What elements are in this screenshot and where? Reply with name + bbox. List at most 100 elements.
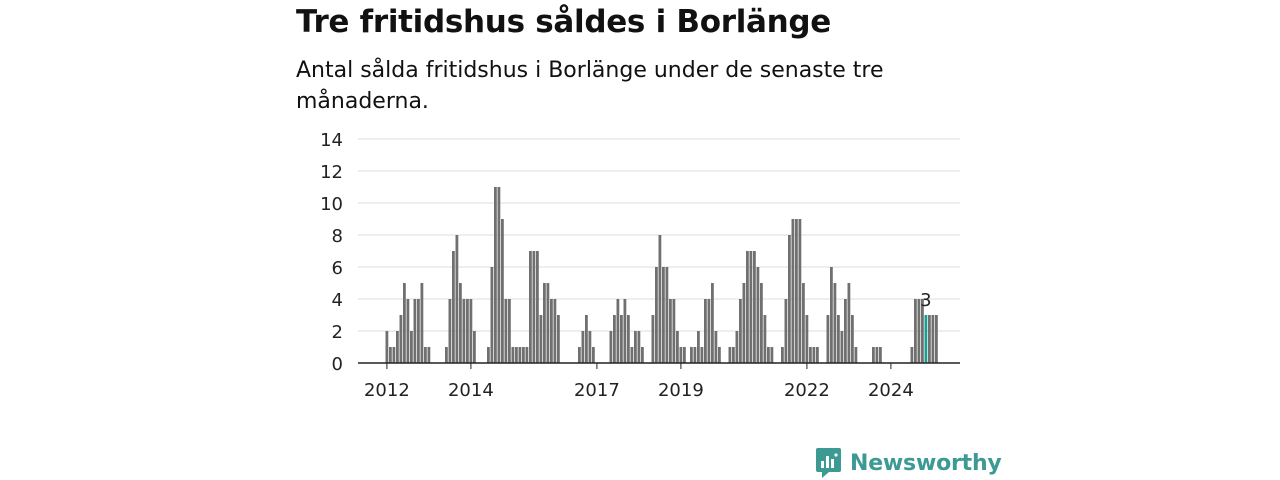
bar (452, 251, 455, 363)
bar (809, 347, 812, 363)
bar (385, 331, 389, 363)
bar (543, 283, 546, 363)
bar (651, 315, 655, 363)
bar (406, 299, 410, 363)
bar (424, 347, 427, 363)
bar (707, 299, 711, 363)
bar (504, 299, 508, 363)
bar (802, 283, 805, 363)
bar (746, 251, 749, 363)
bar (539, 315, 543, 363)
bar (875, 347, 879, 363)
bar (795, 219, 798, 363)
bar (536, 251, 539, 363)
bar (676, 331, 679, 363)
bar (735, 331, 739, 363)
bar (532, 251, 536, 363)
bar (427, 347, 431, 363)
bar (693, 347, 697, 363)
bar (690, 347, 693, 363)
x-tick-label: 2024 (868, 380, 914, 401)
bar (816, 347, 819, 363)
bar (417, 299, 420, 363)
bar (791, 219, 795, 363)
newsworthy-logo-icon (816, 448, 841, 478)
bar (413, 299, 417, 363)
bar (826, 315, 830, 363)
bar (466, 299, 469, 363)
bar (592, 347, 595, 363)
bar (658, 235, 662, 363)
bar-highlight (924, 315, 928, 363)
bar (844, 299, 847, 363)
bar (627, 315, 630, 363)
bar (742, 283, 746, 363)
bar (445, 347, 448, 363)
bar (798, 219, 802, 363)
brand-name: Newsworthy (850, 450, 1002, 476)
bar (767, 347, 770, 363)
bar (525, 347, 529, 363)
bar (497, 187, 501, 363)
y-tick-label: 2 (332, 322, 343, 343)
bar (683, 347, 686, 363)
x-tick-label: 2022 (784, 380, 830, 401)
bar-chart: 0 2 4 6 8 10 12 14 2012 2014 2017 2019 2022 2024 3 (320, 130, 960, 401)
bar (511, 347, 515, 363)
chart-subtitle: Antal sålda fritidshus i Borlänge under … (296, 58, 884, 114)
bar (749, 251, 753, 363)
bar (921, 299, 924, 363)
bar (812, 347, 816, 363)
x-tick-label: 2012 (364, 380, 410, 401)
bar (669, 299, 672, 363)
bar (840, 331, 844, 363)
data-label-latest: 3 (920, 290, 931, 311)
bar (396, 331, 399, 363)
bar (578, 347, 581, 363)
bar (672, 299, 676, 363)
bar (410, 331, 413, 363)
bar (711, 283, 714, 363)
bar (459, 283, 462, 363)
bar (833, 283, 837, 363)
brand-logo: Newsworthy (815, 447, 1002, 479)
bar (700, 347, 704, 363)
bar (585, 315, 588, 363)
bar (847, 283, 851, 363)
bar (508, 299, 511, 363)
bar (420, 283, 424, 363)
bar (679, 347, 683, 363)
y-tick-label: 14 (320, 130, 343, 151)
y-axis-ticks: 0 2 4 6 8 10 12 14 (320, 130, 343, 375)
bar (462, 299, 466, 363)
bar (487, 347, 490, 363)
bar (714, 331, 718, 363)
bar (704, 299, 707, 363)
bar (837, 315, 840, 363)
bar (732, 347, 735, 363)
bar (655, 267, 658, 363)
chart-title: Tre fritidshus såldes i Borlänge (296, 4, 832, 40)
bar (830, 267, 833, 363)
x-tick-label: 2017 (574, 380, 620, 401)
bar (399, 315, 403, 363)
bar (763, 315, 767, 363)
bar (910, 347, 914, 363)
bar (557, 315, 560, 363)
bar (935, 315, 938, 363)
bars (385, 187, 938, 363)
bar (637, 331, 641, 363)
bar (788, 235, 791, 363)
bar (620, 315, 623, 363)
x-tick-label: 2014 (448, 380, 494, 401)
bar (613, 315, 616, 363)
bar (588, 331, 592, 363)
bar (917, 299, 921, 363)
bar (609, 331, 613, 363)
bar (718, 347, 721, 363)
bar (494, 187, 497, 363)
bar (546, 283, 550, 363)
x-axis-ticks: 2012 2014 2017 2019 2022 2024 (364, 363, 914, 401)
bar (448, 299, 452, 363)
y-tick-label: 12 (320, 162, 343, 183)
